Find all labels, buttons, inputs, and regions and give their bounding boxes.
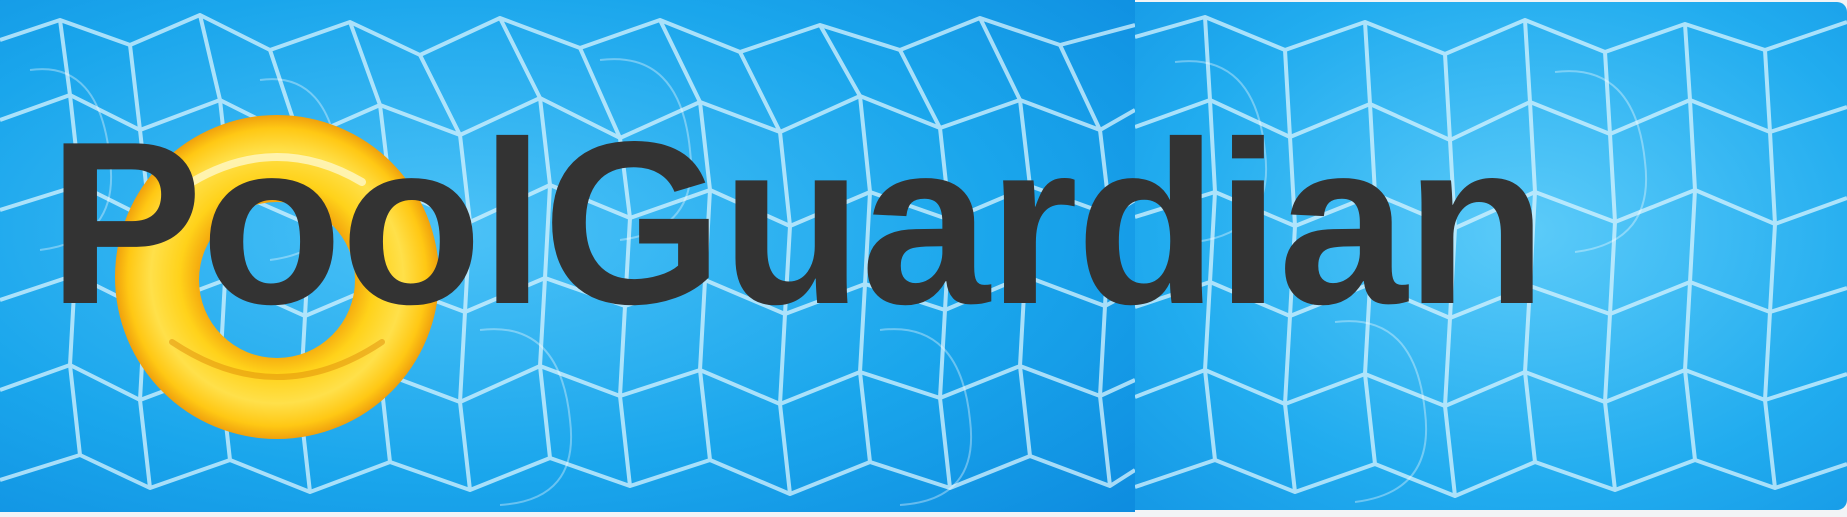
page-title: PoolGuardian: [48, 94, 1547, 353]
pool-water-background-right: [1135, 2, 1847, 510]
pool-water-caustics-icon: [1135, 2, 1847, 510]
swim-ring-icon: [112, 112, 442, 442]
